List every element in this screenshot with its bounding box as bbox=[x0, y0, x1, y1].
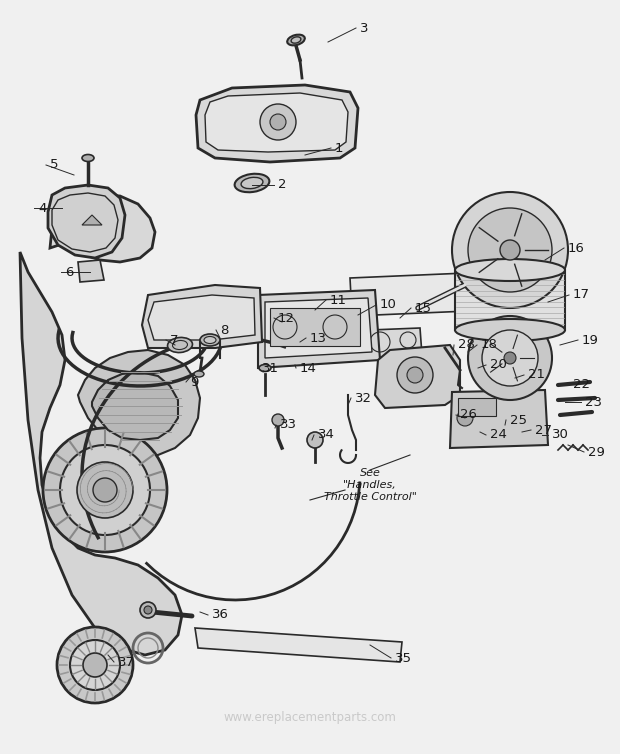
Text: 12: 12 bbox=[278, 311, 295, 324]
Text: 15: 15 bbox=[415, 302, 432, 314]
Ellipse shape bbox=[204, 336, 216, 344]
Circle shape bbox=[397, 357, 433, 393]
Circle shape bbox=[457, 410, 473, 426]
Circle shape bbox=[260, 104, 296, 140]
Text: 37: 37 bbox=[118, 655, 135, 669]
Circle shape bbox=[140, 602, 156, 618]
Polygon shape bbox=[450, 390, 548, 448]
Polygon shape bbox=[350, 272, 492, 316]
Circle shape bbox=[144, 606, 152, 614]
Text: 32: 32 bbox=[355, 391, 372, 404]
Circle shape bbox=[504, 352, 516, 364]
Text: 9: 9 bbox=[190, 375, 198, 388]
Polygon shape bbox=[258, 290, 380, 368]
Text: 14: 14 bbox=[300, 361, 317, 375]
Circle shape bbox=[77, 462, 133, 518]
Text: 19: 19 bbox=[582, 333, 599, 347]
Ellipse shape bbox=[291, 37, 301, 43]
Text: 25: 25 bbox=[510, 413, 527, 427]
Circle shape bbox=[272, 414, 284, 426]
Text: 21: 21 bbox=[528, 369, 545, 382]
Polygon shape bbox=[78, 260, 104, 282]
Circle shape bbox=[83, 653, 107, 677]
Circle shape bbox=[452, 192, 568, 308]
Text: 36: 36 bbox=[212, 608, 229, 621]
Polygon shape bbox=[148, 295, 255, 340]
Text: 24: 24 bbox=[490, 428, 507, 442]
Ellipse shape bbox=[194, 371, 204, 377]
Circle shape bbox=[482, 330, 538, 386]
Text: 16: 16 bbox=[568, 241, 585, 255]
Text: 28: 28 bbox=[458, 339, 475, 351]
Circle shape bbox=[270, 114, 286, 130]
Text: 27: 27 bbox=[535, 424, 552, 437]
Text: 31: 31 bbox=[262, 361, 279, 375]
Bar bbox=[458, 398, 496, 416]
Text: 10: 10 bbox=[380, 299, 397, 311]
Text: 2: 2 bbox=[278, 179, 286, 192]
Text: 11: 11 bbox=[330, 293, 347, 306]
Text: 4: 4 bbox=[38, 201, 46, 214]
Ellipse shape bbox=[287, 35, 305, 45]
Text: www.ereplacementparts.com: www.ereplacementparts.com bbox=[224, 712, 396, 725]
Circle shape bbox=[43, 428, 167, 552]
Text: 13: 13 bbox=[310, 332, 327, 345]
Text: 5: 5 bbox=[50, 158, 58, 171]
Bar bbox=[270, 308, 360, 346]
Polygon shape bbox=[455, 270, 565, 330]
Polygon shape bbox=[195, 628, 402, 662]
Ellipse shape bbox=[234, 173, 269, 192]
Text: 17: 17 bbox=[573, 289, 590, 302]
Text: 3: 3 bbox=[360, 22, 368, 35]
Polygon shape bbox=[48, 185, 125, 258]
Text: 18: 18 bbox=[481, 339, 498, 351]
Text: See
"Handles,
Throttle Control": See "Handles, Throttle Control" bbox=[324, 468, 417, 501]
Text: 7: 7 bbox=[170, 333, 179, 347]
Text: 35: 35 bbox=[395, 651, 412, 664]
Ellipse shape bbox=[200, 334, 220, 346]
Polygon shape bbox=[368, 328, 422, 358]
Polygon shape bbox=[50, 195, 155, 262]
Polygon shape bbox=[78, 350, 200, 455]
Text: 29: 29 bbox=[588, 446, 605, 458]
Ellipse shape bbox=[167, 338, 192, 353]
Ellipse shape bbox=[241, 177, 263, 188]
Ellipse shape bbox=[455, 259, 565, 281]
Text: 1: 1 bbox=[335, 142, 343, 155]
Polygon shape bbox=[92, 372, 178, 440]
Circle shape bbox=[307, 432, 323, 448]
Polygon shape bbox=[142, 285, 262, 348]
Polygon shape bbox=[375, 345, 460, 408]
Circle shape bbox=[407, 367, 423, 383]
Circle shape bbox=[468, 208, 552, 292]
Circle shape bbox=[70, 640, 120, 690]
Circle shape bbox=[468, 316, 552, 400]
Circle shape bbox=[57, 627, 133, 703]
Polygon shape bbox=[196, 85, 358, 162]
Polygon shape bbox=[82, 215, 102, 225]
Text: 23: 23 bbox=[585, 396, 602, 409]
Text: 8: 8 bbox=[220, 323, 228, 336]
Text: 26: 26 bbox=[460, 409, 477, 421]
Text: 22: 22 bbox=[573, 379, 590, 391]
Ellipse shape bbox=[455, 319, 565, 341]
Circle shape bbox=[60, 445, 150, 535]
Circle shape bbox=[500, 240, 520, 260]
Ellipse shape bbox=[82, 155, 94, 161]
Text: 20: 20 bbox=[490, 358, 507, 372]
Text: 34: 34 bbox=[318, 428, 335, 442]
Polygon shape bbox=[265, 298, 372, 358]
Text: 30: 30 bbox=[552, 428, 569, 442]
Text: 33: 33 bbox=[280, 418, 297, 431]
Polygon shape bbox=[205, 93, 348, 152]
Ellipse shape bbox=[259, 364, 271, 372]
Text: 6: 6 bbox=[65, 265, 73, 278]
Polygon shape bbox=[20, 252, 182, 655]
Circle shape bbox=[93, 478, 117, 502]
